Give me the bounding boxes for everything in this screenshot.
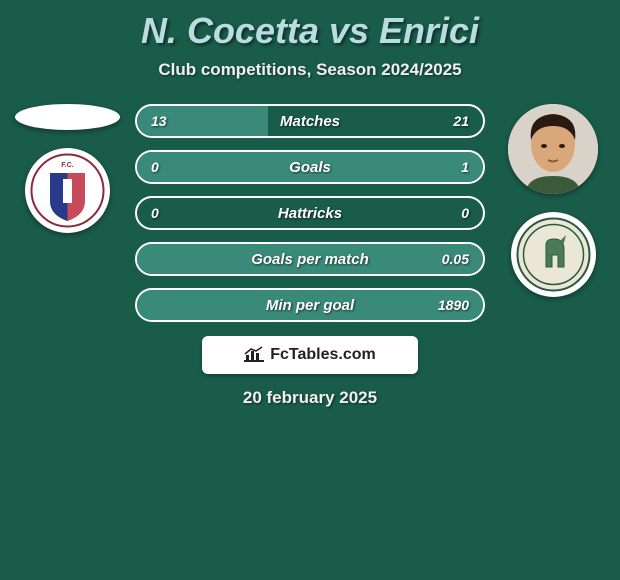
stat-right-value: 1 <box>461 159 469 175</box>
stat-right-value: 0 <box>461 205 469 221</box>
date-label: 20 february 2025 <box>0 388 620 408</box>
brand-badge[interactable]: FcTables.com <box>202 336 418 374</box>
stat-right-value: 0.05 <box>442 251 469 267</box>
stat-label: Goals <box>137 159 483 176</box>
player-avatar-right <box>508 104 598 194</box>
right-player-col <box>493 104 613 297</box>
stat-label: Matches <box>137 113 483 130</box>
player-avatar-left <box>15 104 120 130</box>
stat-bars: 13Matches210Goals10Hattricks0Goals per m… <box>135 104 485 322</box>
stat-bar: Goals per match0.05 <box>135 242 485 276</box>
chart-icon <box>244 346 264 364</box>
stat-bar: 13Matches21 <box>135 104 485 138</box>
stat-bar: 0Hattricks0 <box>135 196 485 230</box>
left-player-col: F.C. <box>7 104 127 233</box>
stat-bar: Min per goal1890 <box>135 288 485 322</box>
stat-right-value: 1890 <box>438 297 469 313</box>
stat-bar: 0Goals1 <box>135 150 485 184</box>
stat-label: Goals per match <box>137 251 483 268</box>
page-subtitle: Club competitions, Season 2024/2025 <box>0 60 620 80</box>
club-avellino-icon <box>516 217 591 292</box>
player-enrici-icon <box>508 104 598 194</box>
stat-right-value: 21 <box>453 113 469 129</box>
svg-text:F.C.: F.C. <box>61 162 74 169</box>
comparison-body: F.C. 13Matches210Goals10Hattricks0Goals … <box>0 104 620 322</box>
club-badge-right <box>511 212 596 297</box>
page-title: N. Cocetta vs Enrici <box>0 10 620 52</box>
club-badge-left: F.C. <box>25 148 110 233</box>
brand-label: FcTables.com <box>270 346 376 364</box>
comparison-card: N. Cocetta vs Enrici Club competitions, … <box>0 0 620 408</box>
club-crotone-icon: F.C. <box>30 153 105 228</box>
stat-label: Min per goal <box>137 297 483 314</box>
stat-label: Hattricks <box>137 205 483 222</box>
